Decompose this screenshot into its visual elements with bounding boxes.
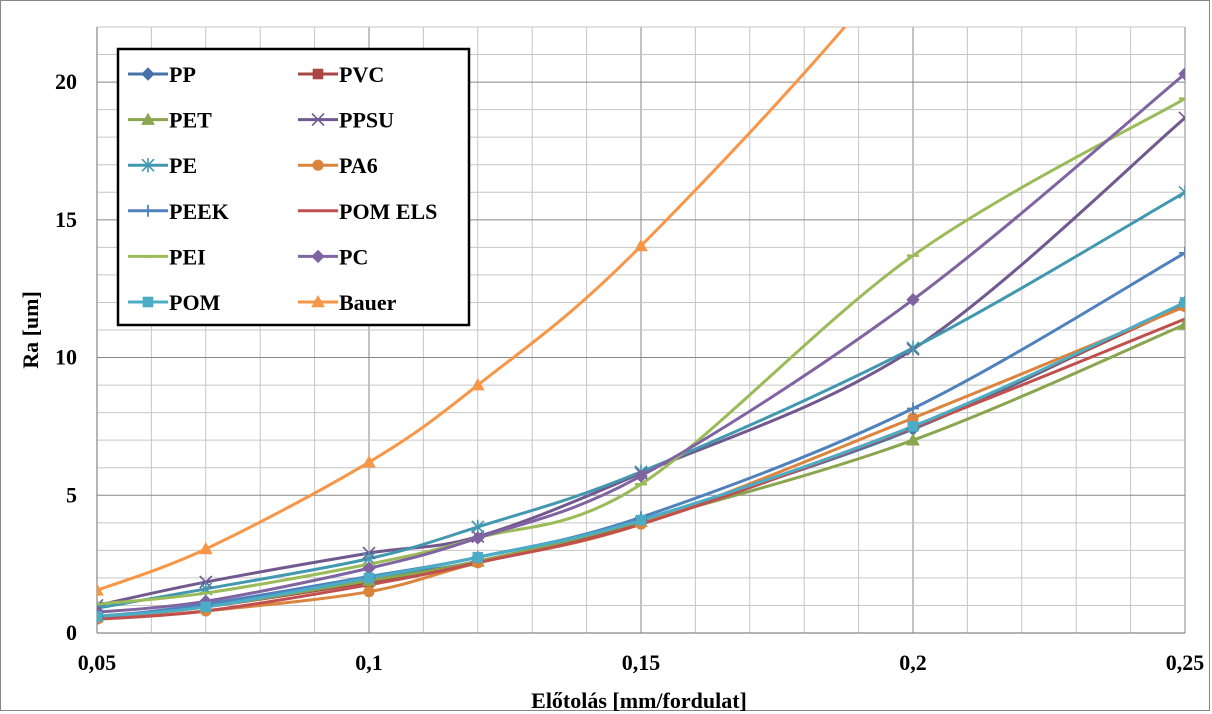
legend-marker	[142, 296, 154, 308]
data-point-bauer	[634, 238, 648, 252]
legend-label: PPSU	[339, 108, 394, 133]
data-point-pc	[1178, 67, 1185, 81]
series-line-pom-els	[97, 317, 1185, 621]
series-line-bauer	[97, 27, 847, 592]
data-point-pe	[906, 340, 920, 356]
y-axis-title: Ra [um]	[18, 291, 43, 369]
legend-label: PEI	[169, 244, 206, 269]
data-point-pa6	[363, 586, 375, 598]
series-line-pom	[97, 301, 1185, 618]
series-line-pei	[97, 97, 1185, 606]
data-point-ppsu	[97, 598, 104, 613]
data-point-pom	[200, 601, 212, 613]
series-line-pc	[97, 72, 1185, 614]
marker-stroke	[1178, 116, 1185, 125]
data-point-bauer	[97, 583, 104, 596]
legend-marker	[141, 112, 155, 125]
legend-item-pvc: PVC	[298, 62, 384, 87]
marker-stroke	[311, 113, 325, 127]
legend-item-pei: PEI	[128, 244, 206, 269]
x-tick-label: 0,05	[78, 650, 117, 675]
legend-item-pom: POM	[128, 290, 221, 315]
legend: PP PVC PET PPSU PE PA6 PEEK POM ELS PEI PC POM Baue…	[116, 47, 471, 327]
marker-stroke	[1178, 185, 1185, 194]
data-point-bauer	[362, 455, 376, 468]
data-point-pom	[1179, 297, 1185, 308]
data-point-bauer	[470, 378, 485, 391]
legend-item-pc: PC	[298, 244, 368, 269]
legend-marker	[312, 68, 324, 80]
series-line-pe	[97, 190, 1185, 610]
x-tick-label: 0,25	[1166, 650, 1205, 675]
data-point-pet	[906, 433, 920, 446]
x-tick-label: 0,1	[355, 650, 383, 675]
legend-marker	[142, 204, 154, 217]
series-line-ppsu	[97, 116, 1185, 607]
legend-item-pom-els: POM ELS	[298, 199, 437, 224]
legend-item-peek: PEEK	[128, 199, 229, 224]
marker-stroke	[97, 604, 104, 613]
data-point-pom	[907, 421, 919, 432]
x-axis-title: Előtolás [mm/fordulat]	[531, 688, 747, 713]
x-tick-label: 0,2	[899, 650, 927, 675]
y-tick-label: 15	[55, 207, 77, 232]
data-point-bauer	[198, 541, 213, 555]
legend-marker	[141, 67, 155, 81]
legend-label: PVC	[339, 62, 384, 87]
data-point-pc	[634, 469, 648, 483]
data-point-pe	[1178, 185, 1185, 200]
legend-item-pe: PE	[128, 153, 197, 178]
legend-label: Bauer	[339, 290, 397, 315]
legend-box	[116, 47, 471, 327]
legend-label: POM ELS	[339, 199, 437, 224]
legend-label: PP	[169, 62, 196, 87]
legend-item-pa6: PA6	[298, 153, 378, 178]
legend-marker	[141, 158, 155, 173]
data-point-pet	[1178, 317, 1185, 330]
y-tick-label: 0	[66, 620, 77, 645]
data-point-peek	[1179, 246, 1185, 259]
y-tick-label: 20	[55, 69, 77, 94]
legend-marker	[311, 113, 325, 127]
data-point-ppsu	[1178, 111, 1185, 125]
data-point-pom	[97, 611, 103, 622]
data-point-pc	[471, 531, 485, 545]
legend-label: PEEK	[169, 199, 229, 224]
legend-marker	[312, 159, 324, 171]
data-point-pom	[363, 572, 375, 584]
legend-label: PE	[169, 153, 197, 178]
legend-label: PC	[339, 244, 368, 269]
legend-label: POM	[169, 290, 221, 315]
legend-label: PET	[169, 108, 212, 133]
x-tick-label: 0,15	[622, 650, 661, 675]
data-point-pom	[635, 514, 647, 526]
marker-stroke	[97, 598, 104, 607]
data-point-peek	[907, 402, 919, 415]
y-tick-label: 10	[55, 345, 77, 370]
marker-stroke	[1178, 111, 1185, 120]
data-point-pom	[472, 551, 484, 563]
y-tick-label: 5	[66, 482, 77, 507]
legend-marker	[311, 294, 325, 308]
legend-label: PA6	[339, 153, 378, 178]
data-point-pc	[906, 292, 920, 307]
series-lines	[97, 27, 1185, 621]
legend-marker	[311, 249, 325, 264]
axes: 0 5 10 15 20 0,05 0,1 0,15 0,2 0,25	[55, 27, 1204, 675]
legend-item-pet: PET	[128, 108, 212, 133]
series-markers	[97, 67, 1185, 625]
marker-stroke	[1178, 191, 1185, 199]
legend-item-ppsu: PPSU	[298, 108, 394, 133]
legend-item-bauer: Bauer	[298, 290, 397, 315]
legend-item-pp: PP	[128, 62, 196, 87]
